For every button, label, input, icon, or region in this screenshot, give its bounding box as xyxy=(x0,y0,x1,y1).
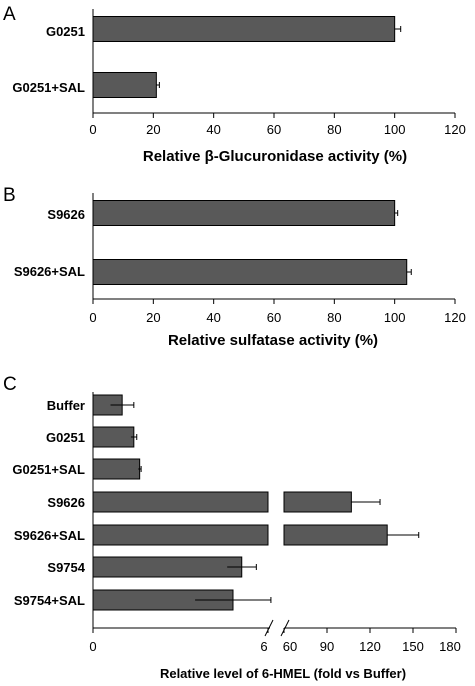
x-tick-label: 90 xyxy=(320,639,334,654)
x-tick-label: 80 xyxy=(327,310,341,325)
category-label: S9626 xyxy=(47,207,85,222)
panel-b-category-labels: S9626 S9626+SAL xyxy=(14,207,85,279)
x-tick-label: 150 xyxy=(402,639,424,654)
panel-a-bars xyxy=(92,16,396,98)
panel-c-bars xyxy=(92,394,388,611)
category-label: G0251+SAL xyxy=(12,462,85,477)
panel-letter-c: C xyxy=(3,374,17,395)
category-label: G0251+SAL xyxy=(12,80,85,95)
x-tick-label: 20 xyxy=(146,310,160,325)
category-label: S9754 xyxy=(47,560,85,575)
x-tick-label: 100 xyxy=(384,122,406,137)
x-tick-label: 40 xyxy=(206,122,220,137)
x-tick-label: 20 xyxy=(146,122,160,137)
x-tick-label: 80 xyxy=(327,122,341,137)
panel-a-letter-text: A xyxy=(3,4,16,25)
x-tick-label: 60 xyxy=(283,639,297,654)
panel-b-bars xyxy=(92,200,408,285)
bar xyxy=(92,524,269,546)
category-label: G0251 xyxy=(46,24,85,39)
x-tick-label: 60 xyxy=(267,310,281,325)
x-tick-label: 0 xyxy=(89,310,96,325)
panel-a-category-labels: G0251 G0251+SAL xyxy=(12,24,85,95)
category-label: S9626 xyxy=(47,495,85,510)
panel-c-x-axis-title: Relative level of 6-HMEL (fold vs Buffer… xyxy=(160,666,406,681)
panel-b-x-ticks: 0 20 40 60 80 100 120 xyxy=(89,299,466,325)
panel-c-axes xyxy=(92,392,456,637)
bar xyxy=(92,556,243,578)
x-tick-label: 0 xyxy=(89,639,96,654)
bar xyxy=(92,458,141,480)
axis-break-mark xyxy=(264,619,274,637)
panel-b-x-axis-title: Relative sulfatase activity (%) xyxy=(168,332,378,349)
x-tick-label: 120 xyxy=(359,639,381,654)
x-tick-label: 0 xyxy=(89,122,96,137)
panel-c-x-ticks: 0 6 60 90 120 150 180 xyxy=(89,628,461,654)
bar xyxy=(92,72,157,98)
x-tick-label: 6 xyxy=(260,639,267,654)
panel-a-x-ticks: 0 20 40 60 80 100 120 xyxy=(89,113,466,137)
panel-a-chart: G0251 G0251+SAL 0 20 40 60 80 100 120 Relative… xyxy=(12,9,466,165)
x-tick-label: 120 xyxy=(444,122,466,137)
category-label: G0251 xyxy=(46,430,85,445)
x-tick-label: 60 xyxy=(267,122,281,137)
bar xyxy=(283,491,352,513)
bar xyxy=(92,491,269,513)
category-label: Buffer xyxy=(47,398,85,413)
panel-c-category-labels: Buffer G0251 G0251+SAL S9626 S9626+SAL S… xyxy=(12,398,85,608)
bar xyxy=(92,200,396,226)
x-tick-label: 100 xyxy=(384,310,406,325)
category-label: S9626+SAL xyxy=(14,264,85,279)
panel-b-error-bars xyxy=(394,210,412,275)
panel-letter-b: B xyxy=(3,185,16,206)
bar xyxy=(92,426,135,448)
category-label: S9754+SAL xyxy=(14,593,85,608)
category-label: S9626+SAL xyxy=(14,528,85,543)
axis-break-mark xyxy=(280,619,290,637)
bar xyxy=(92,259,408,285)
panel-b-letter-text: B xyxy=(3,185,16,206)
panel-a-error-bars xyxy=(156,26,402,88)
x-tick-label: 180 xyxy=(439,639,461,654)
panel-c-letter-text: C xyxy=(3,374,17,395)
bar xyxy=(283,524,388,546)
panel-c-error-bars xyxy=(110,402,420,603)
x-tick-label: 120 xyxy=(444,310,466,325)
bar xyxy=(92,16,396,42)
panel-b-chart: S9626 S9626+SAL 0 20 40 60 80 100 120 Relative… xyxy=(14,193,466,349)
panel-letter-a: A xyxy=(3,4,16,25)
panel-c-chart: Buffer G0251 G0251+SAL S9626 S9626+SAL S… xyxy=(12,392,461,681)
panel-a-x-axis-title: Relative β-Glucuronidase activity (%) xyxy=(143,148,407,165)
x-tick-label: 40 xyxy=(206,310,220,325)
